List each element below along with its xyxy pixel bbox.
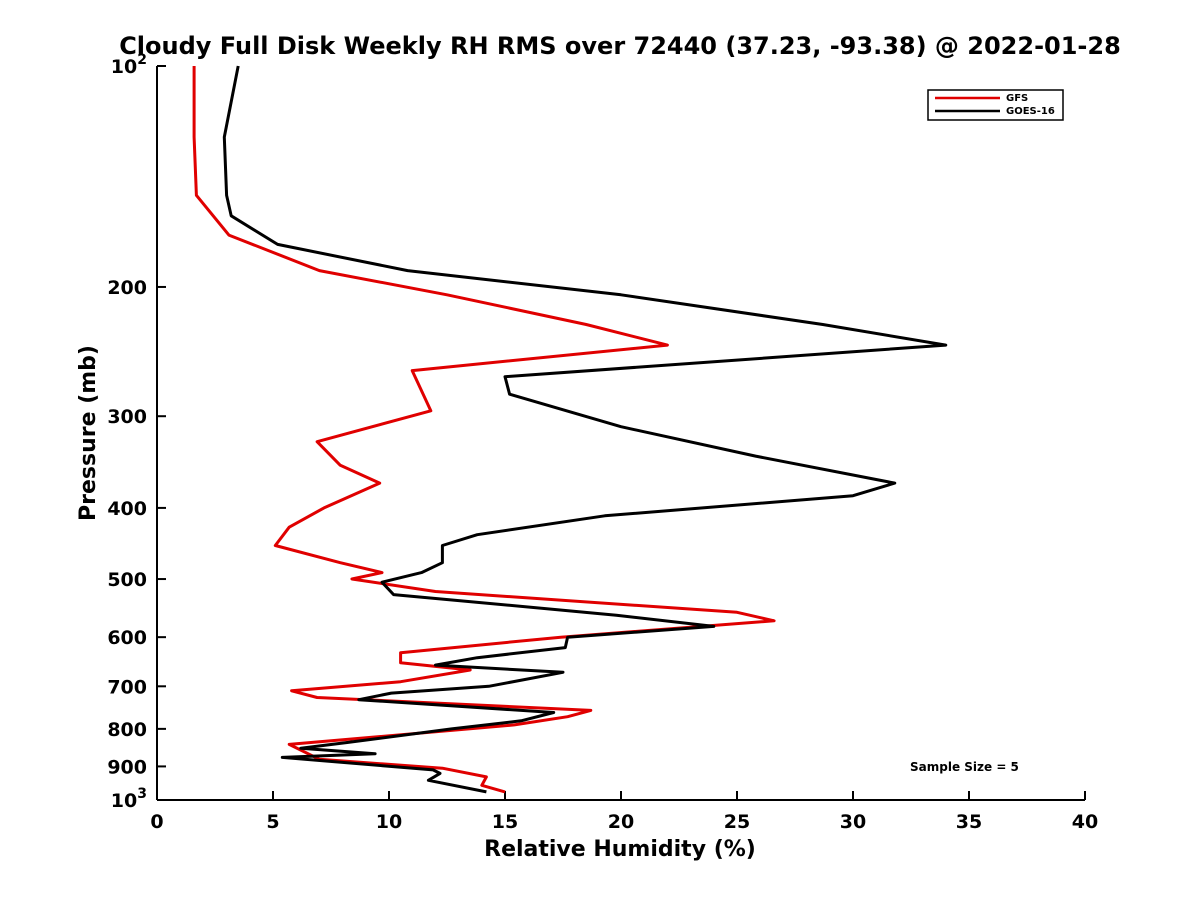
legend: GFS GOES-16 xyxy=(927,89,1064,121)
series-line-goes16 xyxy=(222,65,948,794)
plot-area: 0 5 10 15 20 25 30 35 40 102 200 300 400 500 600 700 800… xyxy=(107,52,1098,833)
x-tick-label: 10 xyxy=(376,811,402,833)
y-tick-label: 600 xyxy=(107,627,147,649)
x-tick-label: 25 xyxy=(724,811,750,833)
y-tick-label: 200 xyxy=(107,277,147,299)
x-tick-label: 35 xyxy=(956,811,982,833)
series-line-gfs xyxy=(192,66,776,794)
sample-size-annotation: Sample Size = 5 xyxy=(910,760,1019,774)
chart-title: Cloudy Full Disk Weekly RH RMS over 7244… xyxy=(119,32,1121,60)
y-tick-label: 300 xyxy=(107,406,147,428)
legend-box xyxy=(927,89,1064,121)
x-tick-label: 30 xyxy=(840,811,866,833)
legend-label-goes16: GOES-16 xyxy=(1006,106,1055,117)
x-tick-label: 40 xyxy=(1072,811,1098,833)
y-tick-label: 800 xyxy=(107,719,147,741)
legend-label-gfs: GFS xyxy=(1006,93,1028,104)
y-tick-label: 103 xyxy=(111,786,147,812)
y-tick-label: 700 xyxy=(107,676,147,698)
y-axis-label: Pressure (mb) xyxy=(76,345,101,521)
x-tick-label: 15 xyxy=(492,811,518,833)
y-tick-label: 102 xyxy=(111,52,147,78)
y-tick-label: 400 xyxy=(107,498,147,520)
x-tick-label: 5 xyxy=(266,811,279,833)
x-tick-label: 20 xyxy=(608,811,634,833)
x-axis-label: Relative Humidity (%) xyxy=(484,837,756,862)
y-tick-label: 500 xyxy=(107,569,147,591)
y-tick-label: 900 xyxy=(107,756,147,778)
x-tick-label: 0 xyxy=(150,811,163,833)
